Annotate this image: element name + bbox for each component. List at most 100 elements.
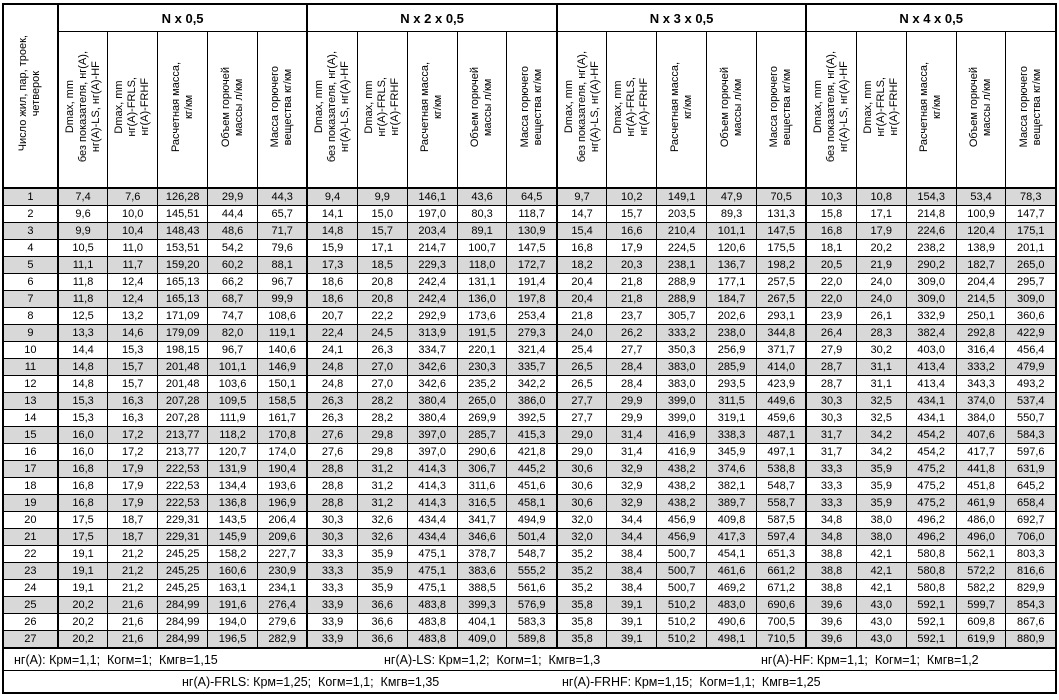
cell: 305,7 [656, 307, 708, 325]
cell: 234,1 [256, 579, 308, 597]
column-header: Расчетная масса, кг/км [905, 31, 957, 189]
cell: 343,3 [955, 375, 1007, 393]
footnote-line-2: нг(А)-FRLS: Крм=1,25; Когм=1,1; Кмгв=1,3… [4, 671, 1055, 692]
cell: 417,3 [706, 528, 757, 546]
cell: 130,9 [506, 222, 558, 240]
cell: 131,1 [456, 273, 508, 291]
row-number: 21 [2, 528, 59, 546]
cell: 479,9 [1005, 358, 1057, 376]
cell: 89,3 [706, 205, 757, 223]
table-row: 2 9,6 10,0 145,51 44,4 65,7 14,1 15,0 197,0 80,3 1… [2, 205, 1057, 223]
cell: 175,1 [1005, 222, 1057, 240]
cell: 238,1 [656, 256, 708, 274]
cell: 279,3 [506, 324, 558, 342]
table-row: 26 20,2 21,6 284,99 194,0 279,6 33,9 36,6 483,8 4… [2, 613, 1057, 631]
cell: 21,2 [107, 545, 159, 563]
cell: 39,1 [606, 613, 658, 631]
cell: 11,8 [56, 290, 109, 308]
cell: 101,1 [207, 358, 258, 376]
cell: 651,3 [755, 545, 807, 563]
cell: 22,2 [356, 307, 408, 325]
cell: 24,5 [356, 324, 408, 342]
cell: 101,1 [706, 222, 757, 240]
cell: 345,9 [706, 443, 757, 461]
cell: 109,5 [207, 392, 258, 410]
cell: 17,5 [56, 511, 109, 529]
cell: 24,1 [306, 341, 358, 359]
cell: 423,9 [755, 375, 807, 393]
cell: 28,4 [606, 358, 658, 376]
cell: 201,48 [157, 358, 209, 376]
cell: 24,0 [855, 273, 907, 291]
cell: 64,5 [506, 187, 558, 206]
cell: 580,8 [905, 579, 957, 597]
table-row: 22 19,1 21,2 245,25 158,2 227,7 33,3 35,9 475,1 3… [2, 545, 1057, 563]
cell: 207,28 [157, 392, 209, 410]
cell: 288,9 [656, 273, 708, 291]
footnote-line-1: нг(А): Крм=1,1; Когм=1; Кмгв=1,15 нг(А)-L… [4, 650, 1055, 670]
cell: 344,8 [755, 324, 807, 342]
cell: 558,7 [755, 494, 807, 512]
cell: 496,2 [905, 528, 957, 546]
cell: 220,1 [456, 341, 508, 359]
cell: 14,7 [555, 205, 608, 223]
cell: 414,3 [406, 460, 458, 478]
cell: 89,1 [456, 222, 508, 240]
cell: 227,7 [256, 545, 308, 563]
cell: 136,0 [456, 290, 508, 308]
cell: 496,0 [955, 528, 1007, 546]
row-number: 19 [2, 494, 59, 512]
cell: 10,4 [107, 222, 159, 240]
table-row: 6 11,8 12,4 165,13 66,2 96,7 18,6 20,8 242,4 131,… [2, 273, 1057, 291]
cell: 486,0 [955, 511, 1007, 529]
cell: 147,5 [755, 222, 807, 240]
cell: 36,6 [356, 596, 408, 614]
cell: 374,0 [955, 392, 1007, 410]
cell: 311,6 [456, 477, 508, 495]
cell: 224,6 [905, 222, 957, 240]
cell: 191,6 [207, 596, 258, 614]
cell: 475,2 [905, 494, 957, 512]
cell: 108,6 [256, 307, 308, 325]
cell: 33,9 [306, 630, 358, 649]
cell: 39,6 [805, 630, 857, 649]
row-number: 17 [2, 460, 59, 478]
cell: 9,9 [56, 222, 109, 240]
cell: 253,4 [506, 307, 558, 325]
cell: 27,0 [356, 358, 408, 376]
cell: 15,0 [356, 205, 408, 223]
cell: 42,1 [855, 562, 907, 580]
cell: 475,1 [406, 545, 458, 563]
cell: 562,1 [955, 545, 1007, 563]
cell: 15,9 [306, 239, 358, 257]
cell: 120,6 [706, 239, 757, 257]
table-row: 9 13,3 14,6 179,09 82,0 119,1 22,4 24,5 313,9 191… [2, 324, 1057, 342]
cell: 414,3 [406, 494, 458, 512]
cell: 165,13 [157, 273, 209, 291]
cell: 284,99 [157, 613, 209, 631]
footnote-ng-a: нг(А): Крм=1,1; Когм=1; Кмгв=1,15 [14, 652, 218, 667]
cell: 17,9 [107, 494, 159, 512]
cell: 257,5 [755, 273, 807, 291]
cell: 454,2 [905, 426, 957, 444]
cell: 82,0 [207, 324, 258, 342]
cell: 555,2 [506, 562, 558, 580]
cell: 38,8 [805, 579, 857, 597]
cell: 597,6 [1005, 443, 1057, 461]
cell: 118,7 [506, 205, 558, 223]
cell: 285,7 [456, 426, 508, 444]
cell: 160,6 [207, 562, 258, 580]
cell: 20,4 [555, 273, 608, 291]
cell: 193,6 [256, 477, 308, 495]
cell: 20,4 [555, 290, 608, 308]
cell: 497,1 [755, 443, 807, 461]
cell: 32,9 [606, 460, 658, 478]
cell: 422,9 [1005, 324, 1057, 342]
cell: 29,9 [606, 409, 658, 427]
cell: 576,9 [506, 596, 558, 614]
cell: 229,31 [157, 528, 209, 546]
cell: 434,4 [406, 528, 458, 546]
cell: 392,5 [506, 409, 558, 427]
row-number: 27 [2, 630, 59, 649]
